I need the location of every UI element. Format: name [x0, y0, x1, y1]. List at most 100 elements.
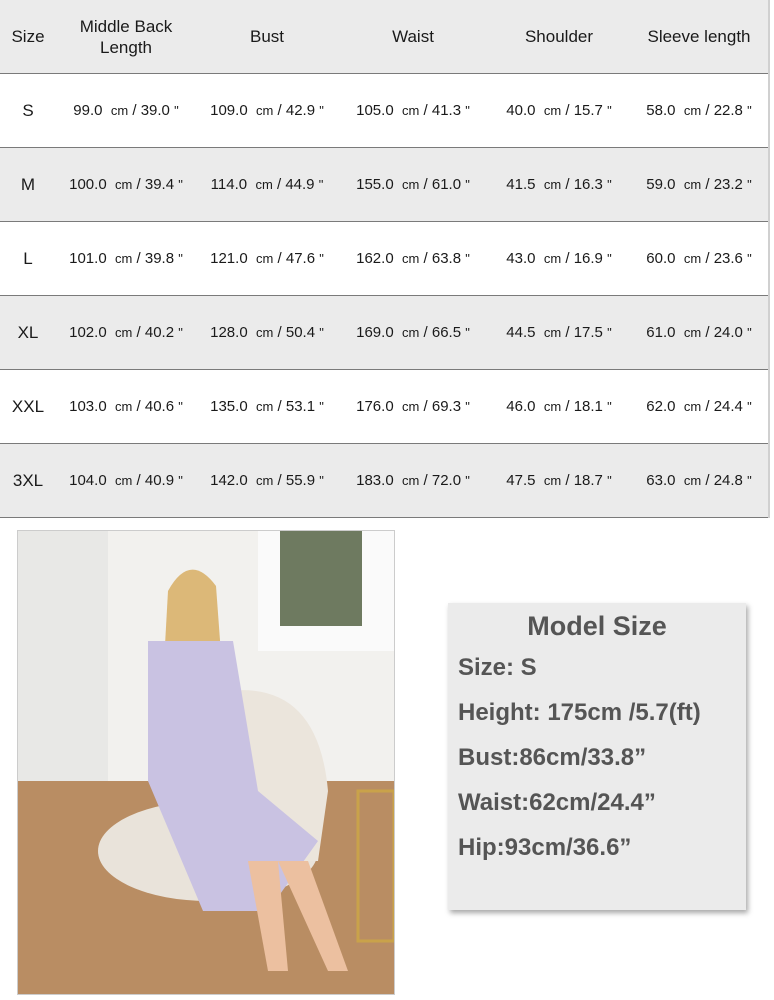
cm-value: 121.0 [210, 250, 248, 267]
measurement-cell: 121.0 cm / 47.6 " [210, 250, 324, 267]
measurement-cell: 142.0 cm / 55.9 " [210, 472, 324, 489]
measurement-cell: 104.0 cm / 40.9 " [69, 472, 183, 489]
size-cell: XXL [11, 396, 45, 416]
model-photo [17, 530, 395, 995]
inch-value: 63.8 [431, 250, 462, 267]
inch-value: 61.0 [431, 176, 462, 193]
inch-unit: " [178, 473, 183, 488]
inch-value: 50.4 [285, 324, 316, 341]
cm-unit: cm [115, 251, 133, 266]
inch-unit: " [319, 325, 324, 340]
cm-unit: cm [683, 325, 702, 340]
cm-value: 41.5 [506, 176, 536, 193]
size-cell: 3XL [12, 470, 44, 490]
cm-value: 101.0 [69, 250, 107, 267]
cm-value: 114.0 [210, 176, 248, 193]
model-waist-line: Waist:62cm/24.4” [458, 789, 656, 816]
cm-unit: cm [115, 177, 133, 192]
model-size-box: Model Size Size: S Height: 175cm /5.7(ft… [448, 603, 746, 910]
cm-unit: cm [683, 251, 702, 266]
inch-unit: " [747, 103, 752, 118]
cm-value: 63.0 [646, 472, 676, 489]
measurement-cell: 162.0 cm / 63.8 " [356, 250, 470, 267]
cm-value: 59.0 [646, 176, 676, 193]
cm-unit: cm [543, 325, 562, 340]
model-bust-line: Bust:86cm/33.8” [458, 744, 647, 771]
cm-value: 128.0 [210, 324, 248, 341]
measurement-cell: 41.5 cm / 16.3 " [506, 176, 612, 193]
cm-unit: cm [683, 473, 702, 488]
cm-value: 183.0 [356, 472, 394, 489]
inch-value: 40.6 [144, 398, 175, 415]
table-row: M 100.0 cm / 39.4 " 114.0 cm / 44.9 " 155.0… [0, 148, 768, 222]
header-sleeve-length: Sleeve length [647, 27, 751, 46]
cm-unit: cm [256, 251, 274, 266]
cm-unit: cm [402, 325, 420, 340]
inch-unit: " [178, 399, 183, 414]
inch-unit: " [465, 473, 470, 488]
measurement-cell: 135.0 cm / 53.1 " [210, 398, 324, 415]
inch-value: 18.7 [573, 472, 603, 489]
inch-unit: " [319, 251, 324, 266]
inch-value: 23.6 [713, 250, 743, 267]
cm-unit: cm [543, 103, 562, 118]
cm-value: 102.0 [69, 324, 107, 341]
measurement-cell: 47.5 cm / 18.7 " [506, 472, 612, 489]
inch-value: 47.6 [285, 250, 316, 267]
measurement-cell: 99.0 cm / 39.0 " [73, 102, 179, 119]
inch-unit: " [319, 103, 324, 118]
cm-value: 104.0 [69, 472, 107, 489]
measurement-cell: 40.0 cm / 15.7 " [506, 102, 612, 119]
inch-unit: " [747, 251, 752, 266]
size-cell: L [23, 248, 33, 268]
inch-value: 42.9 [285, 102, 316, 119]
measurement-cell: 109.0 cm / 42.9 " [210, 102, 324, 119]
size-cell: M [20, 174, 36, 194]
inch-value: 40.2 [144, 324, 175, 341]
inch-value: 18.1 [573, 398, 603, 415]
cm-value: 103.0 [69, 398, 107, 415]
measurement-cell: 103.0 cm / 40.6 " [69, 398, 183, 415]
inch-unit: " [318, 177, 324, 192]
cm-unit: cm [402, 473, 420, 488]
measurement-cell: 43.0 cm / 16.9 " [506, 250, 612, 267]
inch-value: 24.4 [713, 398, 743, 415]
inch-unit: " [319, 473, 324, 488]
cm-unit: cm [543, 473, 562, 488]
inch-value: 39.4 [144, 176, 175, 193]
inch-value: 66.5 [431, 324, 462, 341]
cm-value: 100.0 [69, 176, 107, 193]
inch-value: 16.9 [573, 250, 603, 267]
inch-unit: " [178, 177, 183, 192]
inch-unit: " [747, 325, 752, 340]
inch-value: 23.2 [713, 176, 743, 193]
inch-value: 17.5 [573, 324, 603, 341]
measurement-cell: 44.5 cm / 17.5 " [506, 324, 612, 341]
table-row: XL 102.0 cm / 40.2 " 128.0 cm / 50.4 " 169.… [0, 296, 768, 370]
model-hip-line: Hip:93cm/36.6” [458, 834, 632, 861]
inch-unit: " [178, 325, 183, 340]
cm-value: 99.0 [73, 102, 103, 119]
inch-unit: " [465, 251, 470, 266]
inch-value: 40.9 [144, 472, 175, 489]
inch-value: 55.9 [285, 472, 316, 489]
inch-unit: " [319, 399, 324, 414]
cm-unit: cm [402, 103, 420, 118]
cm-value: 43.0 [506, 250, 536, 267]
inch-value: 44.9 [285, 176, 315, 193]
measurement-cell: 183.0 cm / 72.0 " [356, 472, 470, 489]
inch-unit: " [465, 177, 470, 192]
cm-value: 61.0 [646, 324, 676, 341]
inch-unit: " [607, 325, 612, 340]
cm-unit: cm [110, 103, 129, 118]
cm-unit: cm [256, 399, 274, 414]
cm-value: 60.0 [646, 250, 676, 267]
inch-value: 72.0 [431, 472, 462, 489]
inch-unit: " [747, 177, 752, 192]
cm-unit: cm [115, 399, 133, 414]
cm-unit: cm [683, 103, 702, 118]
measurement-cell: 46.0 cm / 18.1 " [506, 398, 612, 415]
cm-value: 47.5 [506, 472, 536, 489]
cm-value: 135.0 [210, 398, 248, 415]
cm-value: 155.0 [356, 176, 394, 193]
